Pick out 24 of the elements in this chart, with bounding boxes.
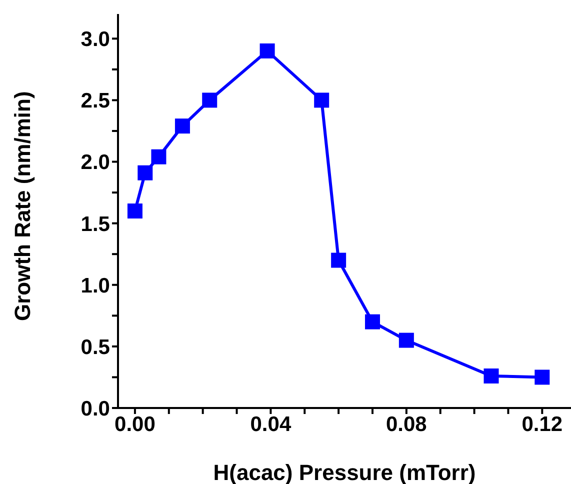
- y-tick-label: 1.0: [80, 274, 110, 298]
- point: [484, 368, 499, 384]
- y-tick-label: 0.5: [80, 336, 110, 359]
- point: [534, 370, 550, 385]
- y-tick-label: 2.5: [80, 90, 110, 113]
- x-tick-label: 0.00: [114, 412, 156, 436]
- point: [202, 92, 218, 108]
- y-tick-label: 3.0: [80, 28, 110, 52]
- y-tick-label: 0.0: [80, 397, 110, 420]
- point: [138, 165, 153, 180]
- point: [331, 252, 346, 268]
- point: [151, 149, 166, 164]
- y-axis-title: Growth Rate (nm/min): [10, 91, 35, 321]
- point: [314, 92, 330, 108]
- point: [174, 118, 190, 134]
- point: [364, 314, 380, 330]
- point: [260, 43, 275, 58]
- x-tick-label: 0.12: [522, 412, 563, 436]
- y-tick-label: 1.5: [80, 212, 110, 236]
- x-tick-label: 0.04: [250, 412, 292, 436]
- point: [127, 204, 142, 218]
- x-tick-label: 0.08: [386, 412, 428, 436]
- y-tick-label: 2.0: [80, 151, 110, 174]
- point: [398, 332, 414, 348]
